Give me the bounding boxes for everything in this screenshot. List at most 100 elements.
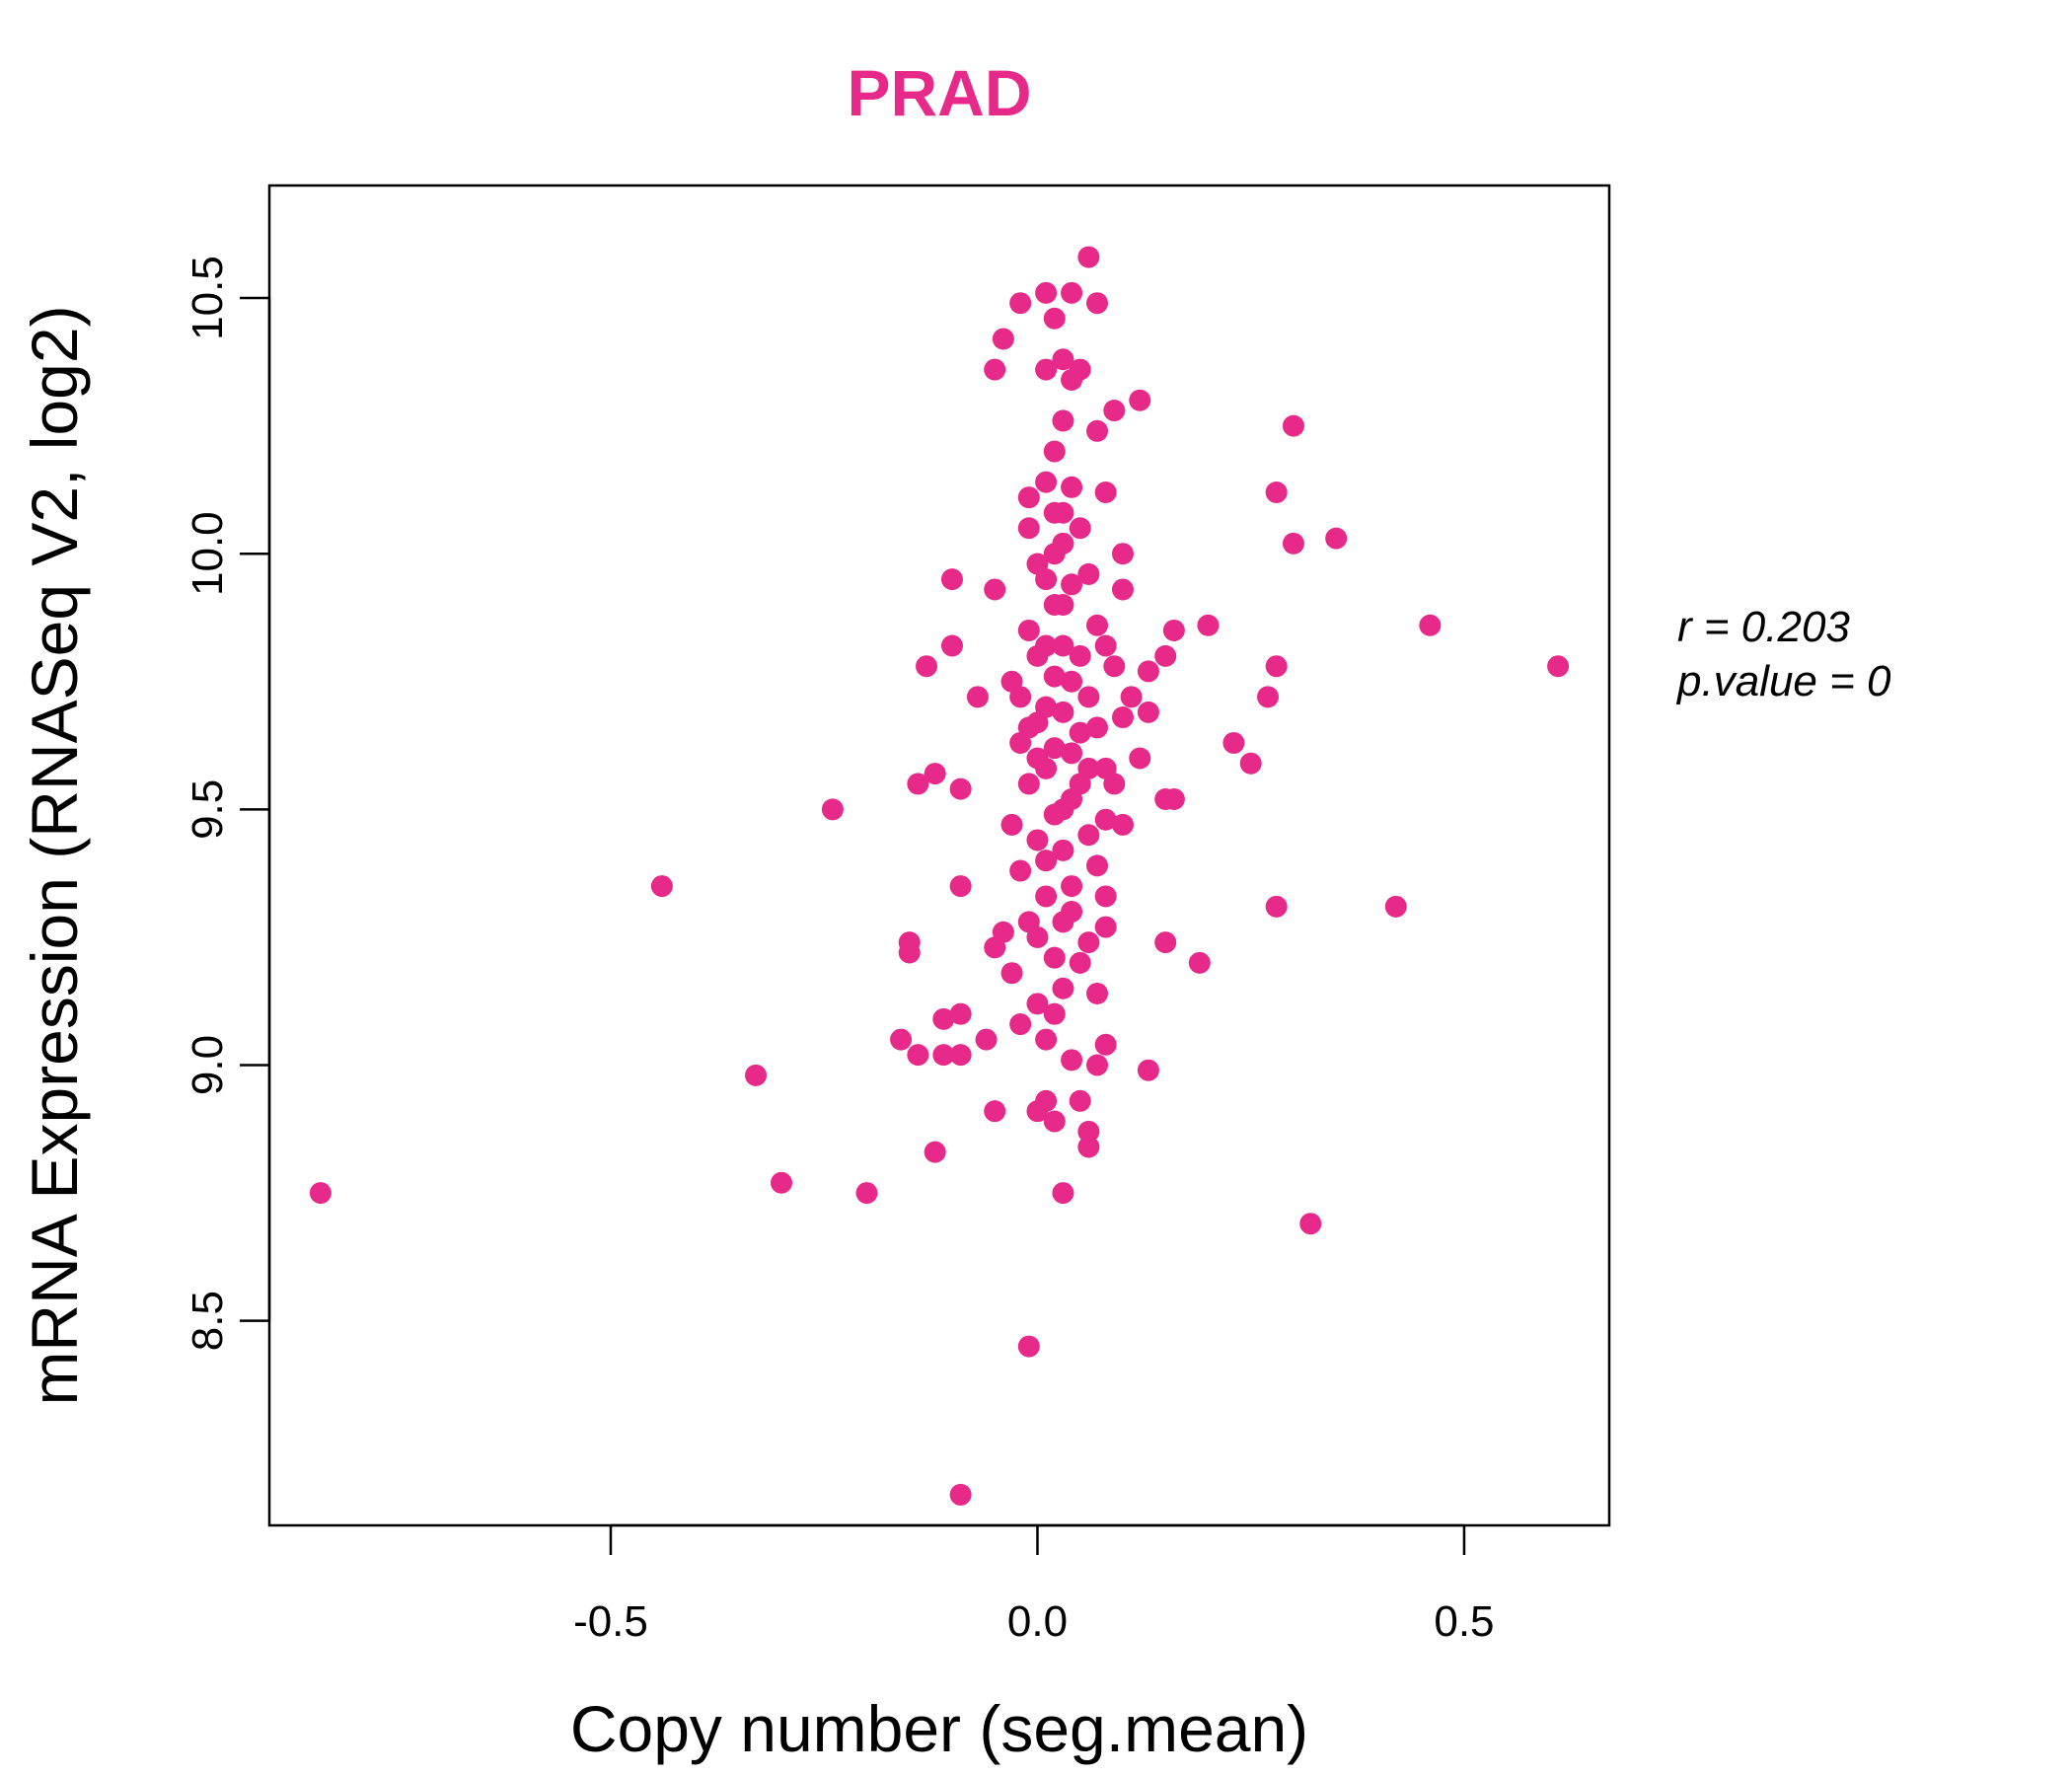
data-point <box>1035 850 1058 872</box>
data-point <box>1299 1213 1322 1235</box>
data-point <box>907 1044 929 1067</box>
y-tick-label: 10.5 <box>184 256 232 340</box>
x-axis-label: Copy number (seg.mean) <box>570 1692 1308 1765</box>
data-point <box>1069 644 1091 667</box>
data-point <box>1162 619 1185 641</box>
data-point <box>1282 532 1304 555</box>
data-point <box>1026 747 1049 770</box>
data-point <box>1061 573 1083 596</box>
data-point <box>1120 686 1143 708</box>
data-point <box>1026 993 1049 1015</box>
data-point <box>1086 1054 1109 1076</box>
data-point <box>1077 246 1100 268</box>
data-point <box>1137 1059 1159 1081</box>
data-point <box>1086 716 1109 739</box>
data-point <box>1077 686 1100 708</box>
data-point <box>1077 931 1100 954</box>
data-point <box>1035 885 1058 908</box>
data-point <box>975 1028 998 1051</box>
data-point <box>1043 594 1066 617</box>
data-point <box>992 328 1014 350</box>
data-point <box>1043 946 1066 969</box>
data-point <box>1052 977 1074 999</box>
data-point <box>1222 731 1245 754</box>
data-point <box>1086 292 1109 315</box>
x-tick-label: 0.0 <box>1007 1597 1068 1646</box>
data-point <box>1043 1110 1066 1133</box>
data-point <box>1061 476 1083 498</box>
data-point <box>1137 701 1159 723</box>
data-point <box>1069 517 1091 540</box>
data-point <box>932 1007 955 1030</box>
data-point <box>1162 787 1185 810</box>
data-points <box>309 246 1570 1506</box>
data-point <box>1061 742 1083 765</box>
data-point <box>940 634 963 657</box>
data-point <box>1265 895 1288 918</box>
data-point <box>1111 578 1134 601</box>
data-point <box>916 655 938 678</box>
data-point <box>1154 644 1177 667</box>
data-point <box>1188 951 1211 974</box>
data-point <box>1017 773 1040 795</box>
data-point <box>1043 665 1066 688</box>
y-tick-label: 9.0 <box>184 1035 232 1095</box>
data-point <box>1052 409 1074 432</box>
data-point <box>940 568 963 591</box>
data-point <box>1111 813 1134 836</box>
data-point <box>984 358 1006 381</box>
x-tick-label: -0.5 <box>573 1597 648 1646</box>
data-point <box>1103 655 1126 678</box>
data-point <box>1035 696 1058 718</box>
data-point <box>966 686 989 708</box>
data-point <box>1061 281 1083 304</box>
data-point <box>1077 824 1100 847</box>
data-point <box>898 941 921 964</box>
data-point <box>1197 614 1220 636</box>
y-axis: 8.5 9.0 9.5 10.0 10.5 <box>184 256 271 1351</box>
data-point <box>1000 962 1023 985</box>
data-point <box>1325 527 1348 550</box>
data-point <box>1257 686 1280 708</box>
data-point <box>949 875 972 898</box>
y-tick-label: 9.5 <box>184 779 232 840</box>
data-point <box>1086 614 1109 636</box>
data-point <box>1061 670 1083 693</box>
data-point <box>1035 1089 1058 1112</box>
data-point <box>1094 1033 1117 1056</box>
data-point <box>1026 829 1049 851</box>
data-point <box>1052 839 1074 861</box>
data-point <box>1043 737 1066 760</box>
data-point <box>1094 481 1117 503</box>
data-point <box>1129 747 1151 770</box>
data-point <box>1077 757 1100 779</box>
data-point <box>1061 875 1083 898</box>
data-point <box>949 777 972 800</box>
data-point <box>1043 440 1066 463</box>
data-point <box>855 1182 878 1205</box>
data-point <box>1017 716 1040 739</box>
data-point <box>949 1002 972 1025</box>
data-point <box>1419 614 1442 636</box>
data-point <box>949 1044 972 1067</box>
data-point <box>1052 532 1074 555</box>
data-point <box>1017 619 1040 641</box>
data-point <box>1009 1013 1032 1036</box>
data-point <box>1052 701 1074 723</box>
data-point <box>1077 1120 1100 1143</box>
data-point <box>1069 1089 1091 1112</box>
data-point <box>1035 358 1058 381</box>
data-point <box>1239 752 1262 775</box>
data-point <box>745 1064 768 1086</box>
data-point <box>1094 916 1117 938</box>
data-point <box>1043 501 1066 524</box>
data-point <box>1265 481 1288 503</box>
data-point <box>1154 931 1177 954</box>
data-point <box>1009 292 1032 315</box>
data-point <box>1061 1049 1083 1072</box>
data-point <box>1069 721 1091 744</box>
data-point <box>1026 925 1049 948</box>
data-point <box>949 1483 972 1506</box>
data-point <box>1026 644 1049 667</box>
data-point <box>1111 706 1134 729</box>
